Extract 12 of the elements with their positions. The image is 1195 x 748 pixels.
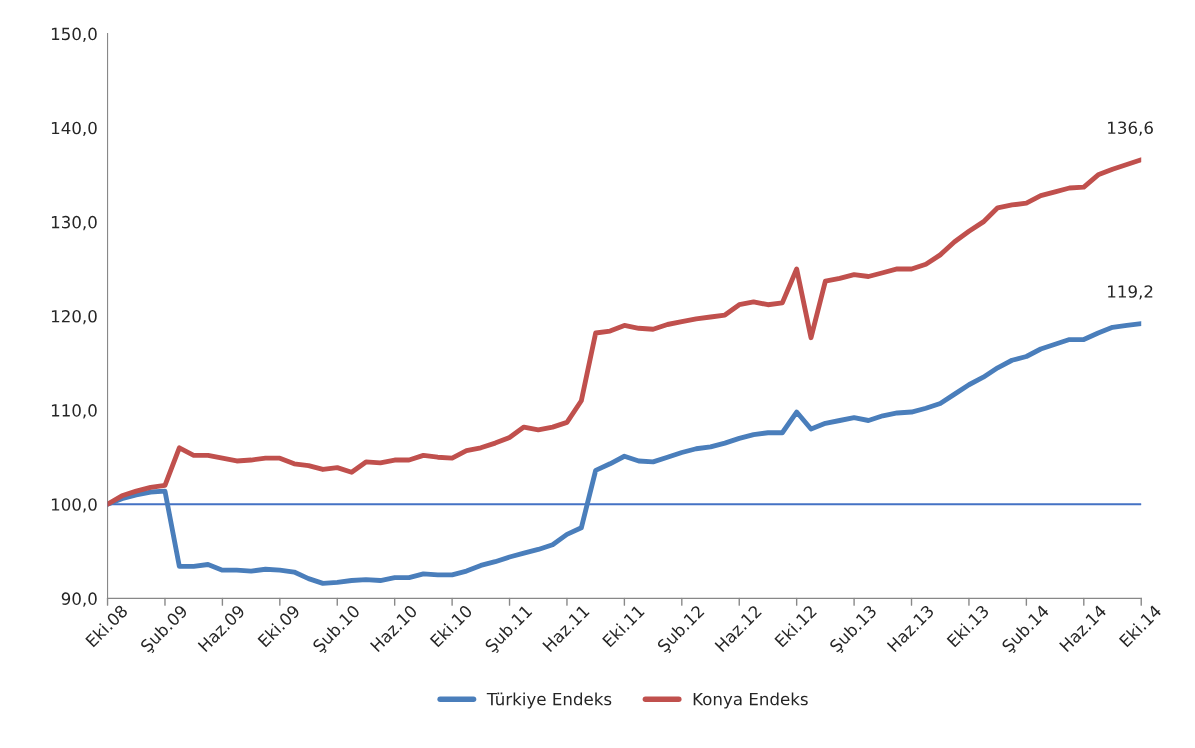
y-tick-label: 140,0 (51, 121, 97, 137)
y-tick-label: 100,0 (51, 498, 97, 513)
y-tick-label: 120,0 (51, 309, 97, 325)
line-series (107, 321, 1142, 586)
y-tick-label: 130,0 (51, 215, 97, 231)
y-tick-label: 150,0 (51, 27, 97, 42)
data-label: 119,2 (1108, 285, 1153, 300)
legend-label: Konya Endeks (693, 692, 808, 709)
y-tick-label: 90,0 (61, 592, 97, 607)
data-label: 136,6 (1108, 121, 1153, 136)
legend-label: Türkiye Endeks (486, 692, 612, 709)
y-tick-label: 110,0 (51, 404, 97, 419)
